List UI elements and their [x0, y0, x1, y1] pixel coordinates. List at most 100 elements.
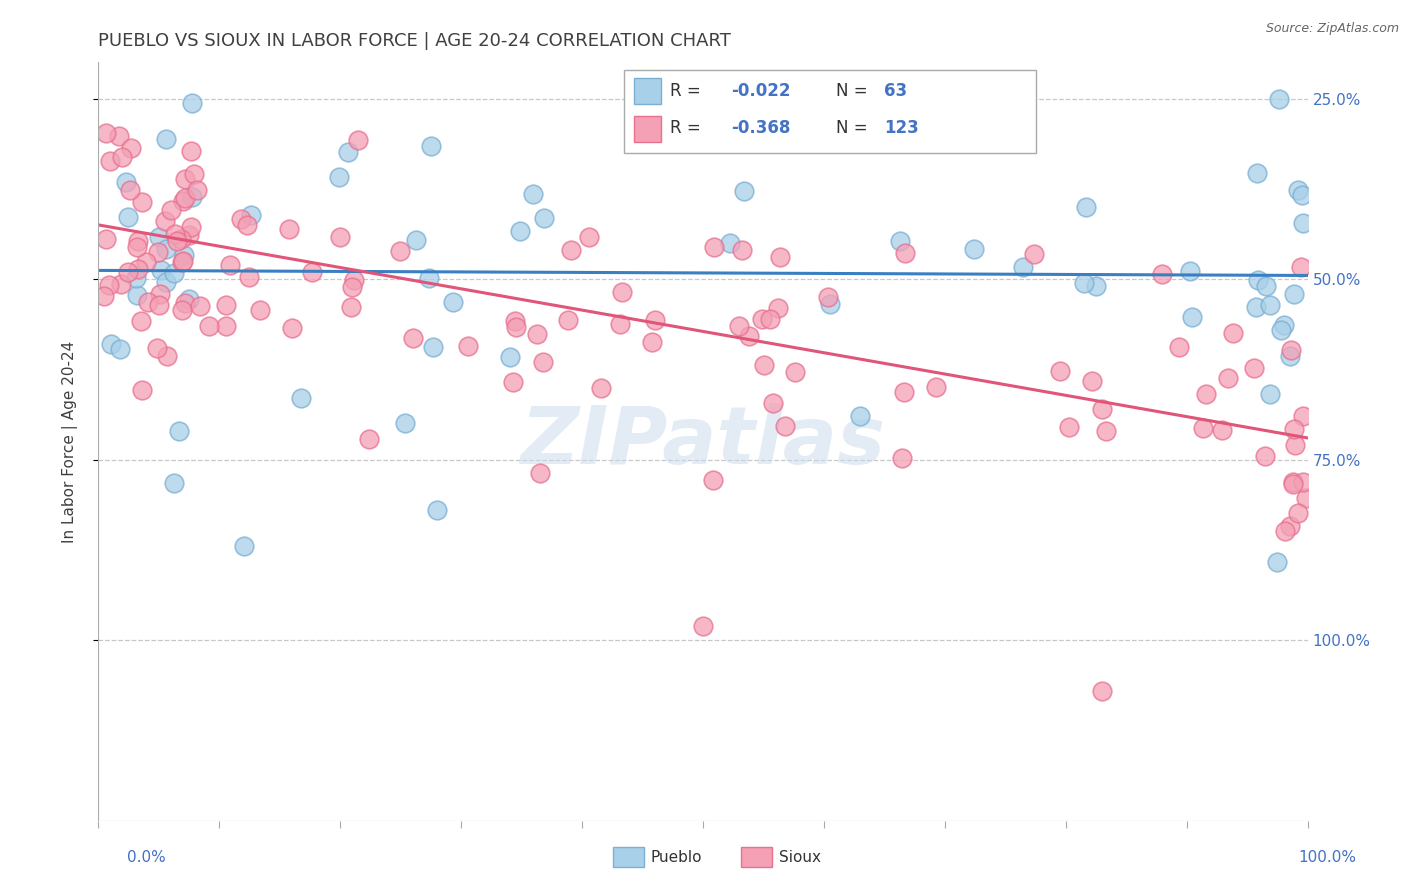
Point	[1012, 260, 1035, 275]
Point	[188, 299, 211, 313]
Text: PUEBLO VS SIOUX IN LABOR FORCE | AGE 20-24 CORRELATION CHART: PUEBLO VS SIOUX IN LABOR FORCE | AGE 20-…	[98, 32, 731, 50]
Point	[457, 339, 479, 353]
Point	[1181, 310, 1204, 324]
Point	[1057, 420, 1080, 434]
Point	[818, 297, 841, 311]
Point	[730, 244, 752, 258]
Point	[1282, 475, 1305, 489]
Point	[420, 139, 443, 153]
Point	[426, 503, 449, 517]
Point	[111, 150, 134, 164]
Point	[529, 466, 551, 480]
Point	[117, 210, 139, 224]
Point	[174, 172, 197, 186]
Point	[155, 275, 177, 289]
Point	[963, 242, 986, 256]
Point	[131, 383, 153, 397]
Point	[177, 227, 200, 242]
Text: 0.0%: 0.0%	[127, 850, 166, 864]
Point	[280, 321, 302, 335]
Point	[155, 242, 177, 256]
Point	[135, 255, 157, 269]
Point	[218, 258, 240, 272]
Text: N =: N =	[837, 82, 868, 100]
Point	[127, 288, 149, 302]
Point	[578, 230, 600, 244]
Point	[232, 539, 254, 553]
Point	[115, 175, 138, 189]
Text: 63: 63	[884, 82, 907, 100]
Point	[156, 349, 179, 363]
Point	[155, 214, 177, 228]
Point	[849, 409, 872, 424]
Point	[768, 301, 790, 315]
Point	[180, 96, 202, 111]
Point	[110, 277, 132, 291]
Point	[149, 287, 172, 301]
Point	[359, 432, 381, 446]
Point	[817, 290, 839, 304]
Point	[98, 277, 121, 292]
Point	[751, 312, 773, 326]
Point	[170, 303, 193, 318]
Text: -0.022: -0.022	[731, 82, 790, 100]
Point	[503, 314, 526, 328]
Y-axis label: In Labor Force | Age 20-24: In Labor Force | Age 20-24	[62, 341, 77, 542]
Point	[785, 365, 807, 379]
Point	[1291, 188, 1313, 202]
Point	[1243, 361, 1265, 376]
Point	[1073, 276, 1095, 290]
Text: 123: 123	[884, 120, 920, 137]
Point	[155, 131, 177, 145]
Point	[733, 184, 755, 198]
Point	[405, 233, 427, 247]
Point	[169, 232, 191, 246]
Point	[170, 255, 193, 269]
Point	[1211, 423, 1233, 437]
Point	[589, 381, 612, 395]
Point	[394, 416, 416, 430]
Point	[509, 224, 531, 238]
Point	[183, 167, 205, 181]
Point	[198, 319, 221, 334]
Point	[1000, 91, 1022, 105]
Point	[149, 263, 172, 277]
Point	[1091, 401, 1114, 416]
Point	[179, 292, 201, 306]
Point	[125, 271, 148, 285]
Point	[702, 474, 724, 488]
Point	[1195, 386, 1218, 401]
Point	[1256, 279, 1278, 293]
Point	[703, 240, 725, 254]
Point	[499, 350, 522, 364]
Point	[340, 300, 363, 314]
Point	[1085, 278, 1108, 293]
Point	[93, 289, 115, 303]
Text: 100.0%: 100.0%	[1299, 850, 1357, 864]
Point	[1178, 264, 1201, 278]
Point	[127, 234, 149, 248]
Text: R =: R =	[671, 82, 706, 100]
FancyBboxPatch shape	[624, 70, 1035, 153]
Point	[1274, 524, 1296, 539]
Point	[215, 319, 238, 334]
Point	[329, 230, 352, 244]
Point	[118, 183, 141, 197]
Point	[893, 384, 915, 399]
Point	[347, 133, 370, 147]
Point	[533, 211, 555, 225]
Point	[238, 270, 260, 285]
Point	[1281, 477, 1303, 491]
Point	[1216, 371, 1239, 385]
Point	[290, 392, 312, 406]
Text: ZIPatlas: ZIPatlas	[520, 402, 886, 481]
Point	[117, 265, 139, 279]
Text: R =: R =	[671, 120, 706, 137]
Point	[1292, 215, 1315, 229]
Point	[146, 342, 169, 356]
Point	[1049, 364, 1071, 378]
Point	[894, 246, 917, 260]
Point	[1282, 287, 1305, 301]
Point	[422, 340, 444, 354]
Point	[136, 295, 159, 310]
